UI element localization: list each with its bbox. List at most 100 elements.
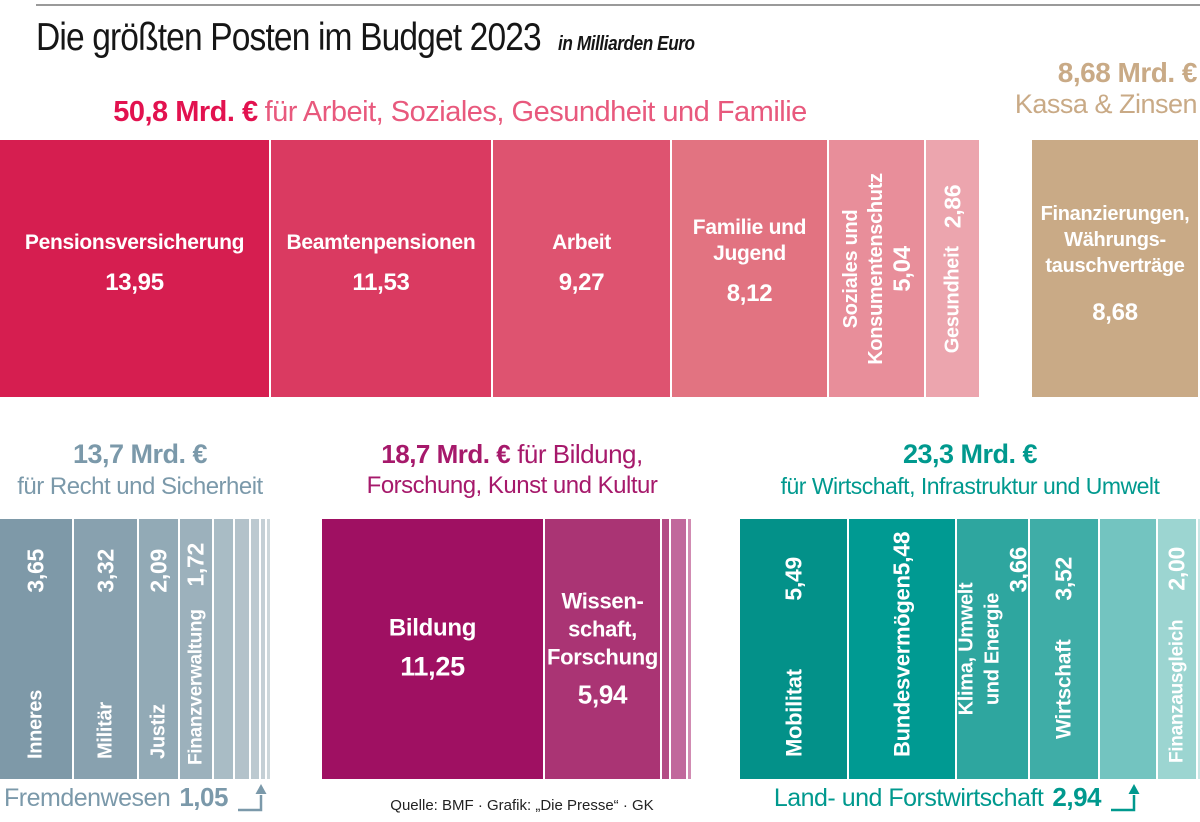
- segment-value: 5,94: [577, 679, 628, 710]
- group-header-kassa: 8,68 Mrd. € Kassa & Zinsen: [877, 56, 1198, 121]
- annotation-label: Land- und Forstwirtschaft: [773, 784, 1044, 812]
- bar-sliver: [688, 519, 691, 779]
- segment-value: 11,25: [400, 651, 465, 682]
- segment-gesundheit: Gesundheit 2,86: [926, 140, 979, 397]
- segment-label-line: Wissen-: [561, 588, 644, 614]
- bar-sliver: [235, 519, 249, 779]
- segment-finanzverwaltung: Finanzverwaltung 1,72: [180, 519, 212, 779]
- segment-wirtschaft: Wirtschaft 3,52: [1030, 519, 1098, 779]
- segment-value: 5,04: [888, 245, 916, 292]
- segment-wissenschaft-forschung: Wissen- schaft, Forschung 5,94: [545, 519, 660, 779]
- segment-label: Pensionsversicherung: [24, 230, 245, 254]
- segment-label: Bildung: [388, 614, 477, 642]
- segment-label-line: und Energie: [981, 592, 1003, 706]
- segment-value: 5,48: [888, 531, 915, 576]
- group-amount-social: 50,8 Mrd. €: [113, 96, 258, 128]
- bar-sliver: [251, 519, 259, 779]
- segment-label-line: Konsumentenschutz: [864, 172, 887, 365]
- segment-label-line: Soziales und: [839, 209, 862, 328]
- segment-label-line: Familie und: [692, 215, 807, 239]
- arrow-up-icon: [1111, 784, 1140, 812]
- bar-sliver: [267, 519, 270, 779]
- segment-label-line: Finanzierungen,: [1040, 202, 1190, 225]
- group-rest-social: für Arbeit, Soziales, Gesundheit und Fam…: [264, 96, 808, 128]
- title-row: Die größten Posten im Budget 2023 in Mil…: [36, 16, 695, 60]
- bar-sliver: [1198, 519, 1200, 779]
- segment-label-line: tauschverträge: [1045, 254, 1185, 277]
- bottom-bars: Inneres 3,65 Militär 3,32 Justiz 2,09 Fi…: [0, 519, 1200, 779]
- segment-bundesvermoegen: Bundesvermögen 5,48: [849, 519, 955, 779]
- annotation-value: 1,05: [179, 782, 228, 812]
- group-rest-bildung-l1: für Bildung,: [517, 439, 643, 469]
- segment-mobilitat: Mobilitat 5,49: [740, 519, 847, 779]
- segment-label: Beamtenpensionen: [286, 230, 476, 254]
- segment-value: 3,65: [22, 549, 49, 593]
- group-amount-kassa: 8,68 Mrd. €: [1057, 57, 1198, 88]
- segment-label: Wirtschaft: [1052, 639, 1075, 740]
- segment-finanzierungen: Finanzierungen, Währungs- tauschverträge…: [1032, 140, 1198, 397]
- top-rule: [36, 4, 1200, 6]
- annotation-land-forstwirtschaft: Land- und Forstwirtschaft 2,94: [740, 782, 1144, 813]
- segment-value: 11,53: [352, 268, 410, 296]
- segment-fremdenwesen: [214, 519, 233, 779]
- segment-value: 3,32: [92, 549, 118, 593]
- source-credit: Quelle: BMF · Grafik: „Die Presse“ · GK: [390, 797, 654, 814]
- segment-beamtenpensionen: Beamtenpensionen 11,53: [271, 140, 491, 397]
- page-title: Die größten Posten im Budget 2023: [36, 16, 542, 59]
- bar-sliver: [261, 519, 265, 779]
- segment-label-line: Forschung: [547, 644, 658, 670]
- segment-label-line: schaft,: [568, 616, 637, 642]
- annotation-label: Fremdenwesen: [4, 784, 171, 812]
- segment-value: 3,52: [1050, 557, 1077, 601]
- segment-label: Justiz: [147, 704, 169, 759]
- segment-label: Finanzverwaltung: [185, 609, 206, 765]
- segment-inneres: Inneres 3,65: [0, 519, 72, 779]
- segment-value: 3,66: [1005, 547, 1032, 593]
- group-header-social: 50,8 Mrd. € für Arbeit, Soziales, Gesundh…: [0, 96, 920, 129]
- annotation-value: 2,94: [1052, 782, 1101, 812]
- group-rest-kassa: Kassa & Zinsen: [1014, 89, 1198, 120]
- segment-pensionsversicherung: Pensionsversicherung 13,95: [0, 140, 269, 397]
- segment-justiz: Justiz 2,09: [139, 519, 178, 779]
- segment-label: Bundesvermögen: [889, 575, 914, 757]
- group-header-recht: 13,7 Mrd. € für Recht und Sicherheit: [0, 438, 280, 502]
- annotation-fremdenwesen: Fremdenwesen 1,05: [4, 782, 271, 813]
- arrow-up-icon: [237, 784, 267, 812]
- bar-sliver: [662, 519, 669, 779]
- segment-value: 2,86: [939, 184, 965, 228]
- group-header-bildung: 18,7 Mrd. € für Bildung, Forschung, Kunst…: [312, 438, 712, 501]
- segment-value: 2,00: [1163, 547, 1190, 591]
- segment-label: Inneres: [24, 689, 47, 759]
- segment-label: Militär: [94, 702, 116, 759]
- group-header-wirtschaft: 23,3 Mrd. € für Wirtschaft, Infrastruktu…: [740, 438, 1200, 501]
- unit-note: in Milliarden Euro: [558, 33, 695, 55]
- segment-value: 13,95: [105, 268, 164, 296]
- segment-value: 8,68: [1092, 298, 1138, 326]
- bar-sliver: [671, 519, 686, 779]
- segment-value: 2,09: [145, 549, 171, 593]
- segment-label-line: Jugend: [713, 241, 786, 265]
- group-rest-bildung-l2: Forschung, Kunst und Kultur: [366, 471, 658, 499]
- segment-value: 9,27: [558, 268, 605, 296]
- segment-value: 5,49: [780, 557, 806, 601]
- segment-label: Finanzausgleich: [1166, 619, 1187, 763]
- segment-land-forstwirtschaft: [1100, 519, 1156, 779]
- group-rest-recht: für Recht und Sicherheit: [17, 472, 263, 500]
- group-amount-wirtschaft: 23,3 Mrd. €: [902, 439, 1038, 469]
- segment-label: Arbeit: [552, 230, 611, 254]
- segment-value: 1,72: [182, 543, 209, 587]
- segment-klima-umwelt-energie: Klima, Umwelt und Energie 3,66: [955, 519, 1032, 779]
- segment-label-line: Klima, Umwelt: [955, 582, 977, 716]
- segment-label: Gesundheit: [941, 245, 963, 353]
- segment-arbeit: Arbeit 9,27: [493, 140, 670, 397]
- segment-value: 8,12: [726, 279, 773, 307]
- bar-social: Pensionsversicherung 13,95 Beamtenpensio…: [0, 140, 1200, 397]
- segment-soziales-konsumentenschutz: Soziales und Konsumentenschutz 5,04: [829, 140, 924, 397]
- segment-familie-und-jugend: Familie und Jugend 8,12: [672, 140, 827, 397]
- group-amount-bildung: 18,7 Mrd. €: [381, 439, 511, 469]
- segment-label-line: Währungs-: [1064, 228, 1166, 251]
- segment-label: Mobilitat: [780, 669, 806, 757]
- group-rest-wirtschaft: für Wirtschaft, Infrastruktur und Umwelt: [780, 472, 1160, 499]
- group-amount-recht: 13,7 Mrd. €: [72, 439, 208, 469]
